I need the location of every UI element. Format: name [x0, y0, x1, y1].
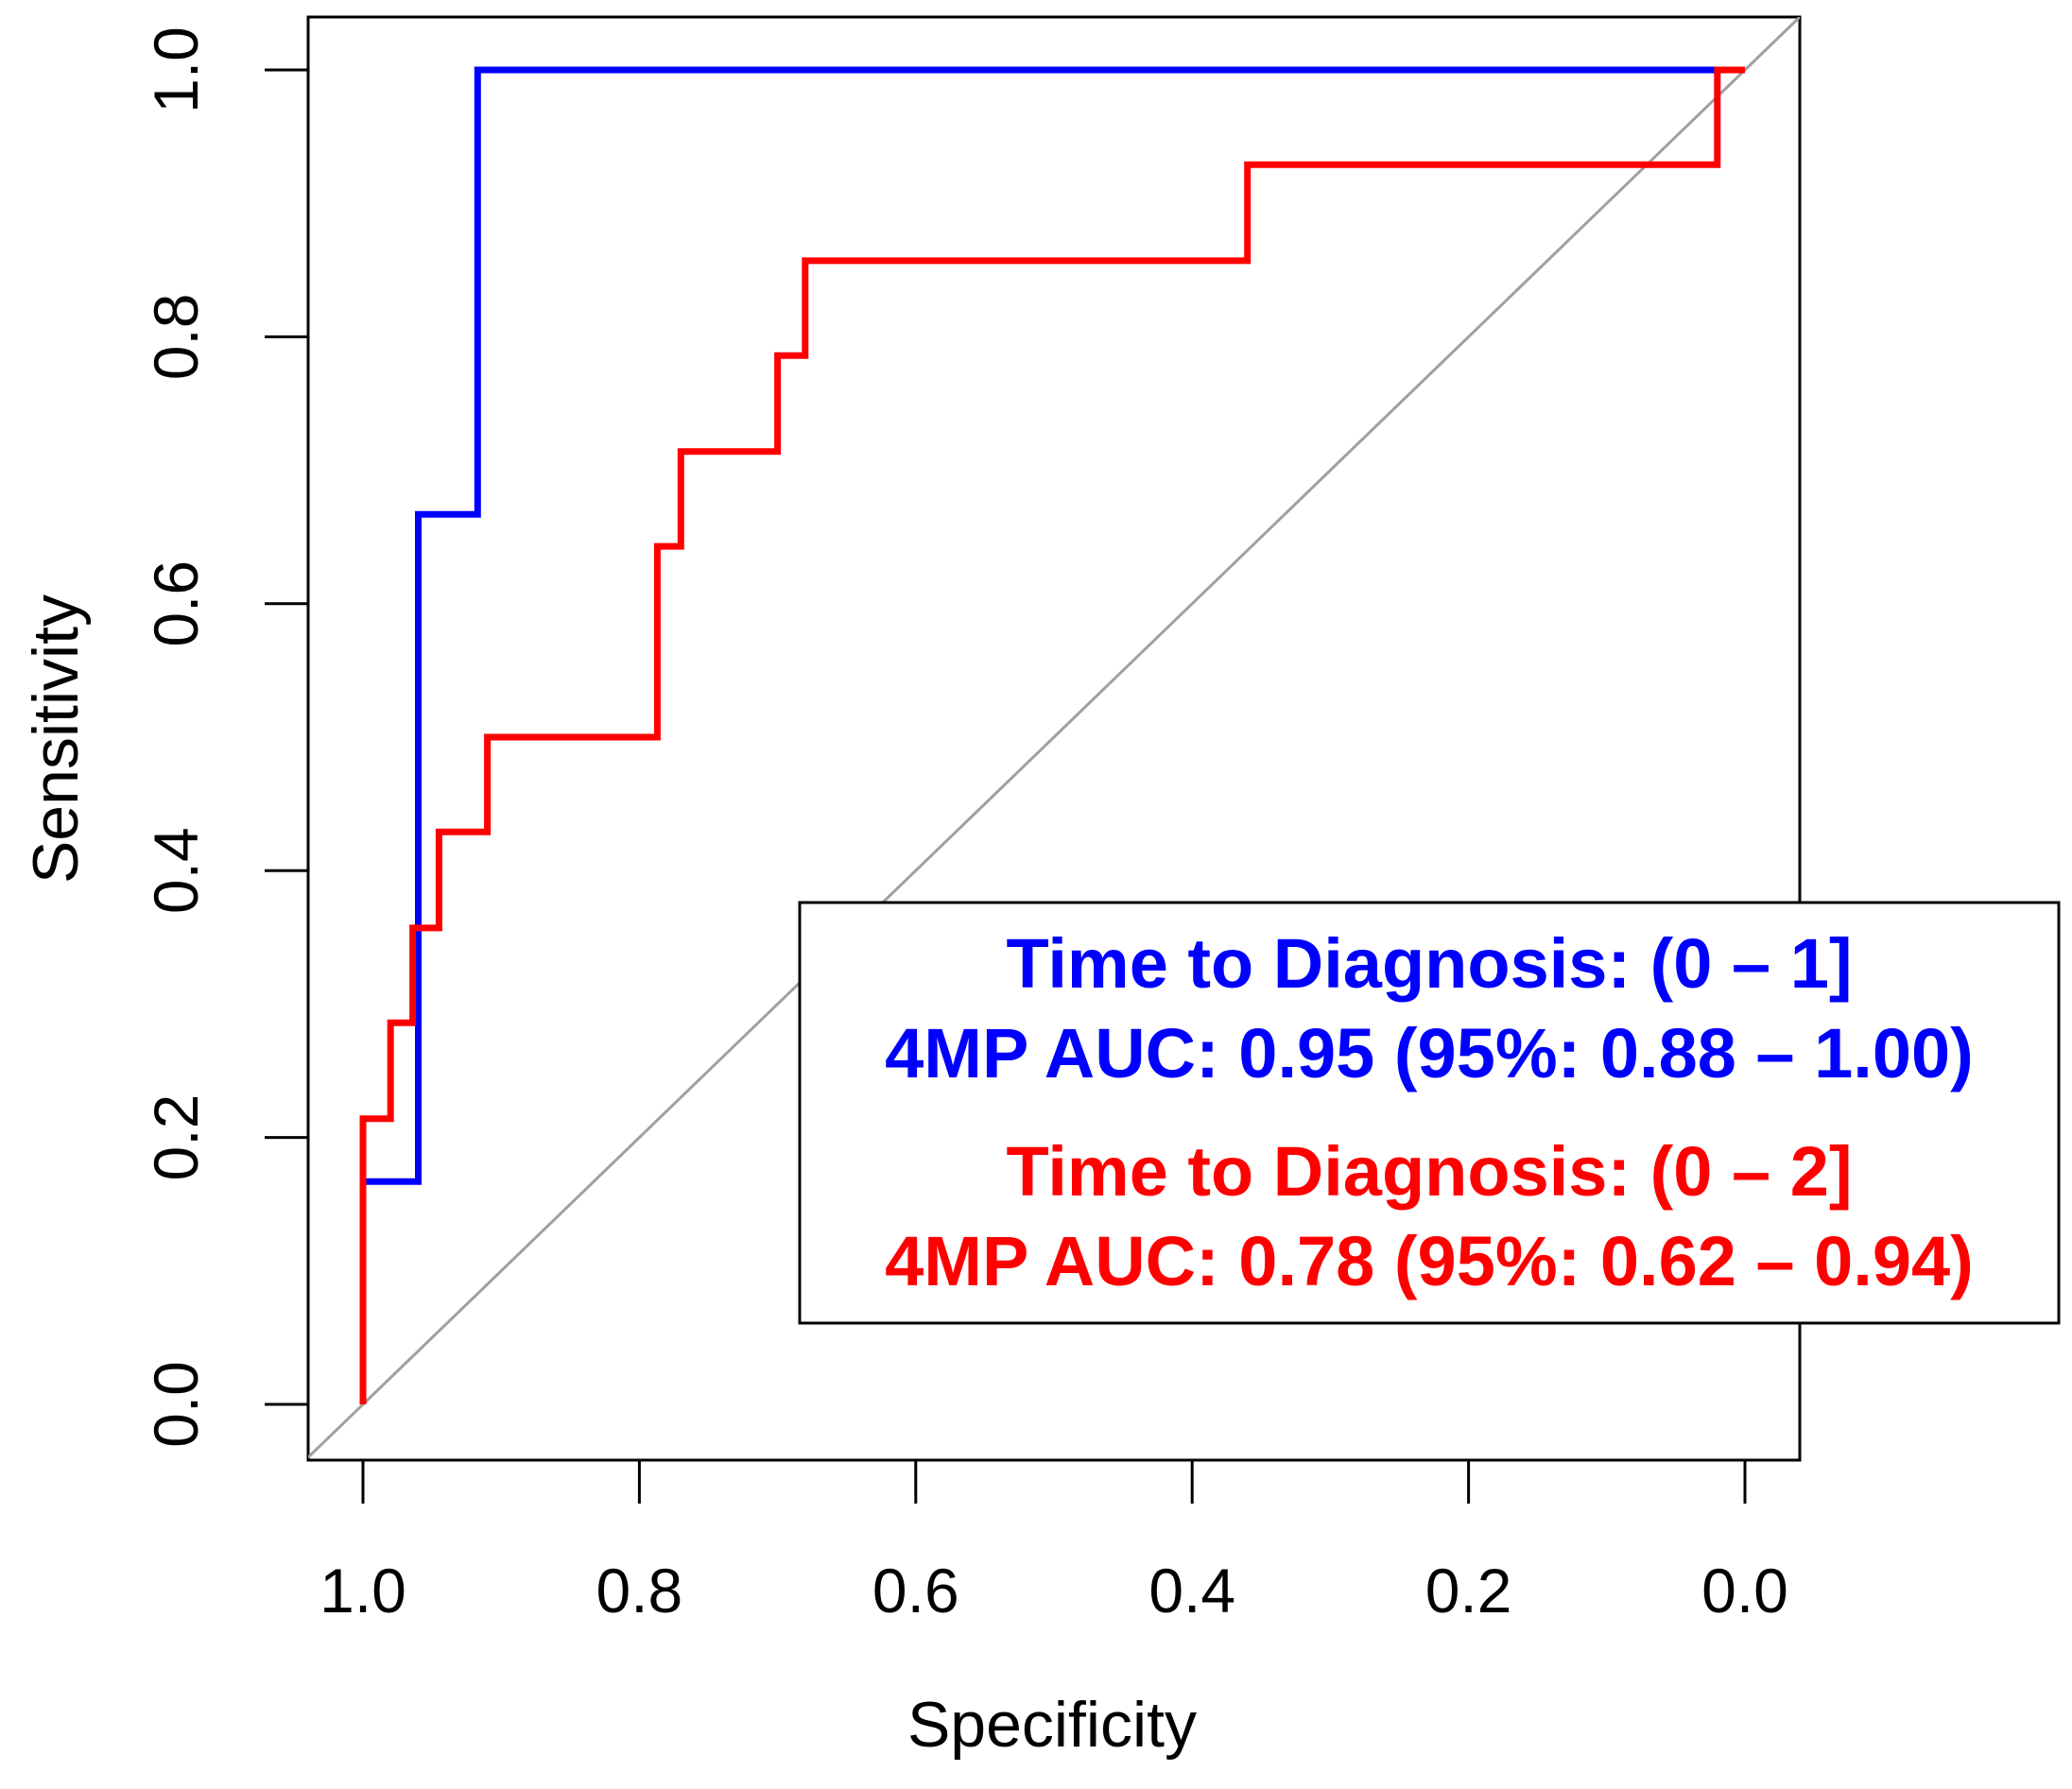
legend-series-1-auc: 4MP AUC: 0.95 (95%: 0.88 – 1.00) — [885, 1014, 1974, 1092]
legend-box — [798, 901, 2061, 1325]
legend-series-1-title: Time to Diagnosis: (0 – 1] — [1006, 924, 1852, 1003]
x-tick-label: 1.0 — [319, 1556, 406, 1626]
x-axis-title: Specificity — [907, 1689, 1197, 1761]
roc-curve-series-2 — [359, 66, 1745, 1404]
legend-series-2-auc: 4MP AUC: 0.78 (95%: 0.62 – 0.94) — [885, 1222, 1974, 1300]
reference-diagonal-line — [308, 17, 1800, 1459]
y-axis-title: Sensitivity — [20, 594, 92, 884]
x-tick-label: 0.0 — [1701, 1556, 1788, 1626]
legend: Time to Diagnosis: (0 – 1] 4MP AUC: 0.95… — [798, 901, 2061, 1325]
x-axis: 1.0 0.8 0.6 0.4 0.2 0.0 — [319, 1458, 1788, 1626]
y-axis: 0.0 0.2 0.4 0.6 0.8 1.0 — [141, 26, 310, 1448]
y-tick-label: 0.0 — [141, 1361, 211, 1448]
x-tick-label: 0.8 — [596, 1556, 683, 1626]
x-tick-label: 0.6 — [872, 1556, 959, 1626]
series-layer — [359, 66, 1745, 1404]
reference-layer — [308, 17, 1800, 1459]
y-tick-label: 1.0 — [141, 26, 211, 113]
x-tick-label: 0.2 — [1425, 1556, 1512, 1626]
y-tick-label: 0.8 — [141, 294, 211, 381]
y-tick-label: 0.4 — [141, 827, 211, 914]
legend-series-2-title: Time to Diagnosis: (0 – 2] — [1006, 1132, 1852, 1211]
y-tick-label: 0.6 — [141, 560, 211, 647]
y-tick-label: 0.2 — [141, 1094, 211, 1181]
x-tick-label: 0.4 — [1148, 1556, 1235, 1626]
